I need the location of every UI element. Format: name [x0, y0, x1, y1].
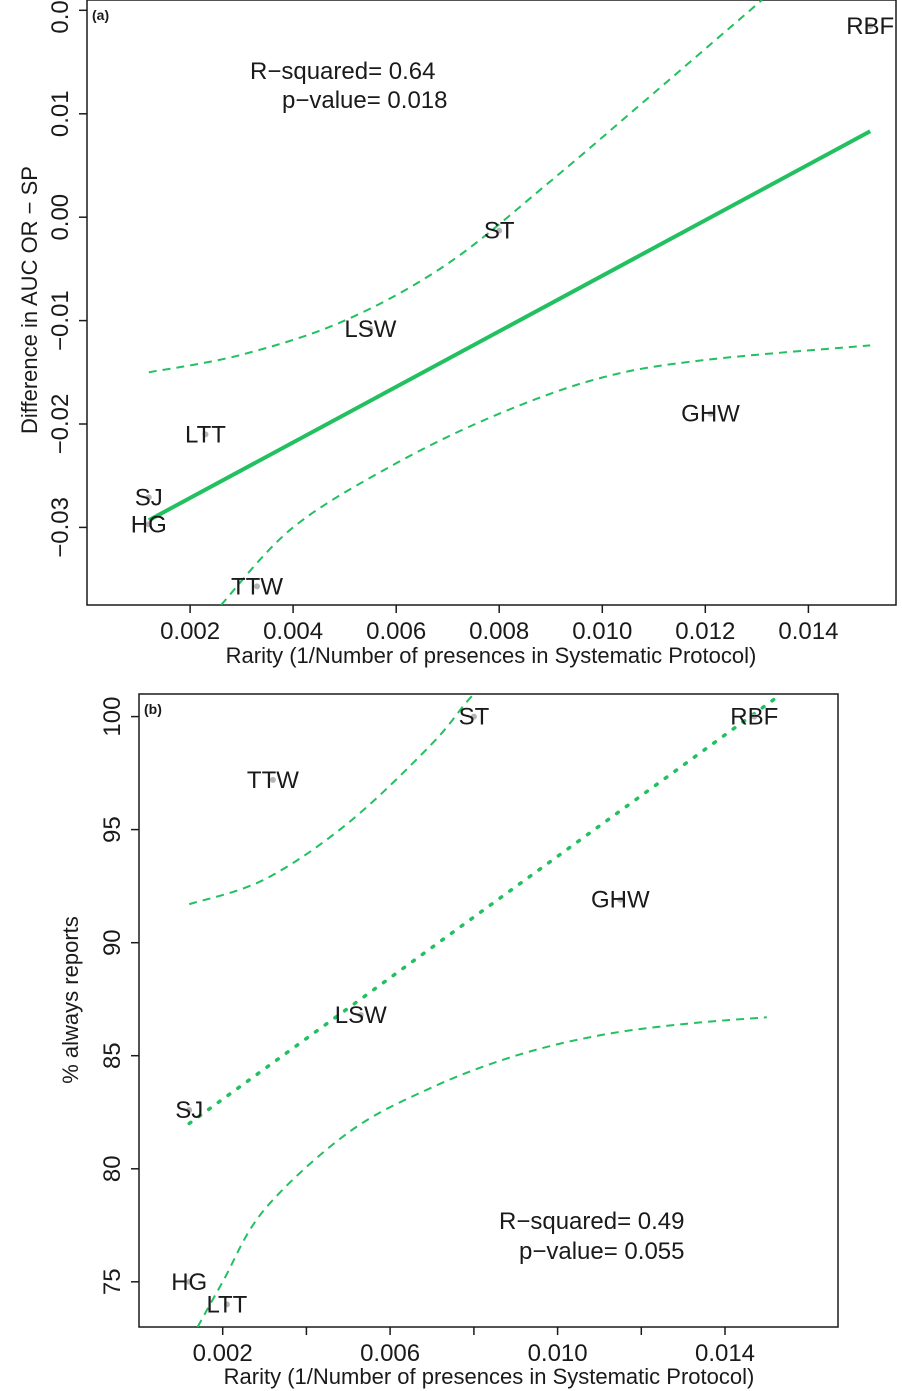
data-point-rbf: [751, 713, 758, 720]
point-label-lsw: LSW: [335, 1002, 387, 1029]
series-group: [147, 0, 872, 605]
point-label-hg: HG: [131, 511, 167, 538]
ci-lower-line: [196, 1016, 767, 1327]
y-tick-label: −0.03: [47, 497, 74, 558]
data-point-ltt: [202, 431, 209, 438]
y-axis-title: % always reports: [58, 916, 83, 1084]
data-point-ltt: [223, 1301, 230, 1308]
data-point-lsw: [367, 325, 374, 332]
panel-label: (a): [92, 7, 109, 23]
y-tick-label: 0.00: [47, 194, 74, 241]
point-label-hg: HG: [171, 1269, 207, 1296]
y-axis: −0.03 −0.02 −0.01 0.00 0.01 0.02: [47, 0, 87, 558]
data-point-sj: [145, 494, 152, 501]
ci-upper-line: [188, 694, 476, 906]
y-axis: 75 80 85 90 95 100: [99, 697, 139, 1295]
point-label-ghw: GHW: [681, 401, 740, 428]
data-point-hg: [186, 1278, 193, 1285]
x-tick-label: 0.014: [695, 1340, 755, 1367]
y-tick-label: 75: [99, 1268, 126, 1295]
x-tick-label: 0.004: [263, 618, 323, 645]
p-value-annotation: p−value= 0.018: [282, 87, 447, 114]
x-axis: 0.002 0.006 0.010 0.014: [193, 1327, 755, 1367]
x-tick-label: 0.006: [366, 618, 426, 645]
r-squared-annotation: R−squared= 0.64: [250, 58, 435, 85]
point-label-ltt: LTT: [185, 421, 226, 448]
y-axis-title: Difference in AUC OR − SP: [17, 166, 42, 434]
point-label-st: ST: [459, 704, 490, 731]
point-label-rbf: RBF: [730, 704, 778, 731]
data-point-lsw: [357, 1012, 364, 1018]
x-tick-label: 0.010: [572, 618, 632, 645]
x-tick-label: 0.010: [528, 1340, 588, 1367]
panel-label: (b): [144, 701, 162, 717]
data-point-st: [470, 713, 477, 720]
data-point-ttw: [269, 776, 276, 783]
fit-line: [147, 129, 872, 522]
y-tick-label: 85: [99, 1042, 126, 1069]
point-label-sj: SJ: [135, 484, 163, 511]
data-point-ghw: [617, 896, 624, 903]
y-tick-label: −0.01: [47, 290, 74, 351]
x-tick-label: 0.012: [675, 618, 735, 645]
x-tick-label: 0.002: [160, 618, 220, 645]
data-point-rbf: [867, 22, 874, 29]
x-tick-label: 0.002: [193, 1340, 253, 1367]
data-point-ghw: [707, 410, 714, 417]
plot-frame: [86, 0, 897, 606]
point-label-ghw: GHW: [591, 887, 650, 914]
r-squared-annotation: R−squared= 0.49: [499, 1208, 684, 1235]
point-label-st: ST: [484, 218, 515, 245]
point-label-ttw: TTW: [247, 767, 299, 794]
x-axis: 0.002 0.004 0.006 0.008 0.010 0.012 0.014: [160, 605, 838, 645]
series-group: [187, 694, 777, 1327]
fit-line: [187, 696, 777, 1126]
x-tick-label: 0.014: [778, 618, 838, 645]
point-label-lsw: LSW: [344, 316, 396, 343]
p-value-annotation: p−value= 0.055: [519, 1238, 684, 1265]
y-tick-label: 0.02: [47, 0, 74, 34]
x-axis-title: Rarity (1/Number of presences in Systema…: [224, 1364, 755, 1389]
y-tick-label: 80: [99, 1155, 126, 1182]
data-point-sj: [186, 1107, 193, 1113]
data-point-st: [496, 227, 503, 234]
y-tick-label: 100: [99, 697, 126, 737]
y-tick-label: 95: [99, 816, 126, 843]
point-label-ltt: LTT: [206, 1291, 247, 1318]
ci-lower-line: [220, 344, 871, 605]
data-point-hg: [145, 521, 152, 528]
plot-frame: [138, 693, 839, 1328]
x-tick-label: 0.006: [360, 1340, 420, 1367]
point-label-sj: SJ: [175, 1097, 203, 1124]
x-tick-label: 0.008: [469, 618, 529, 645]
y-tick-label: −0.02: [47, 394, 74, 455]
y-tick-label: 90: [99, 929, 126, 956]
point-label-ttw: TTW: [231, 573, 283, 600]
data-point-ttw: [254, 583, 260, 590]
x-axis-title: Rarity (1/Number of presences in Systema…: [226, 643, 757, 668]
ci-upper-line: [148, 0, 763, 374]
y-tick-label: 0.01: [47, 90, 74, 137]
point-label-rbf: RBF: [846, 13, 894, 40]
